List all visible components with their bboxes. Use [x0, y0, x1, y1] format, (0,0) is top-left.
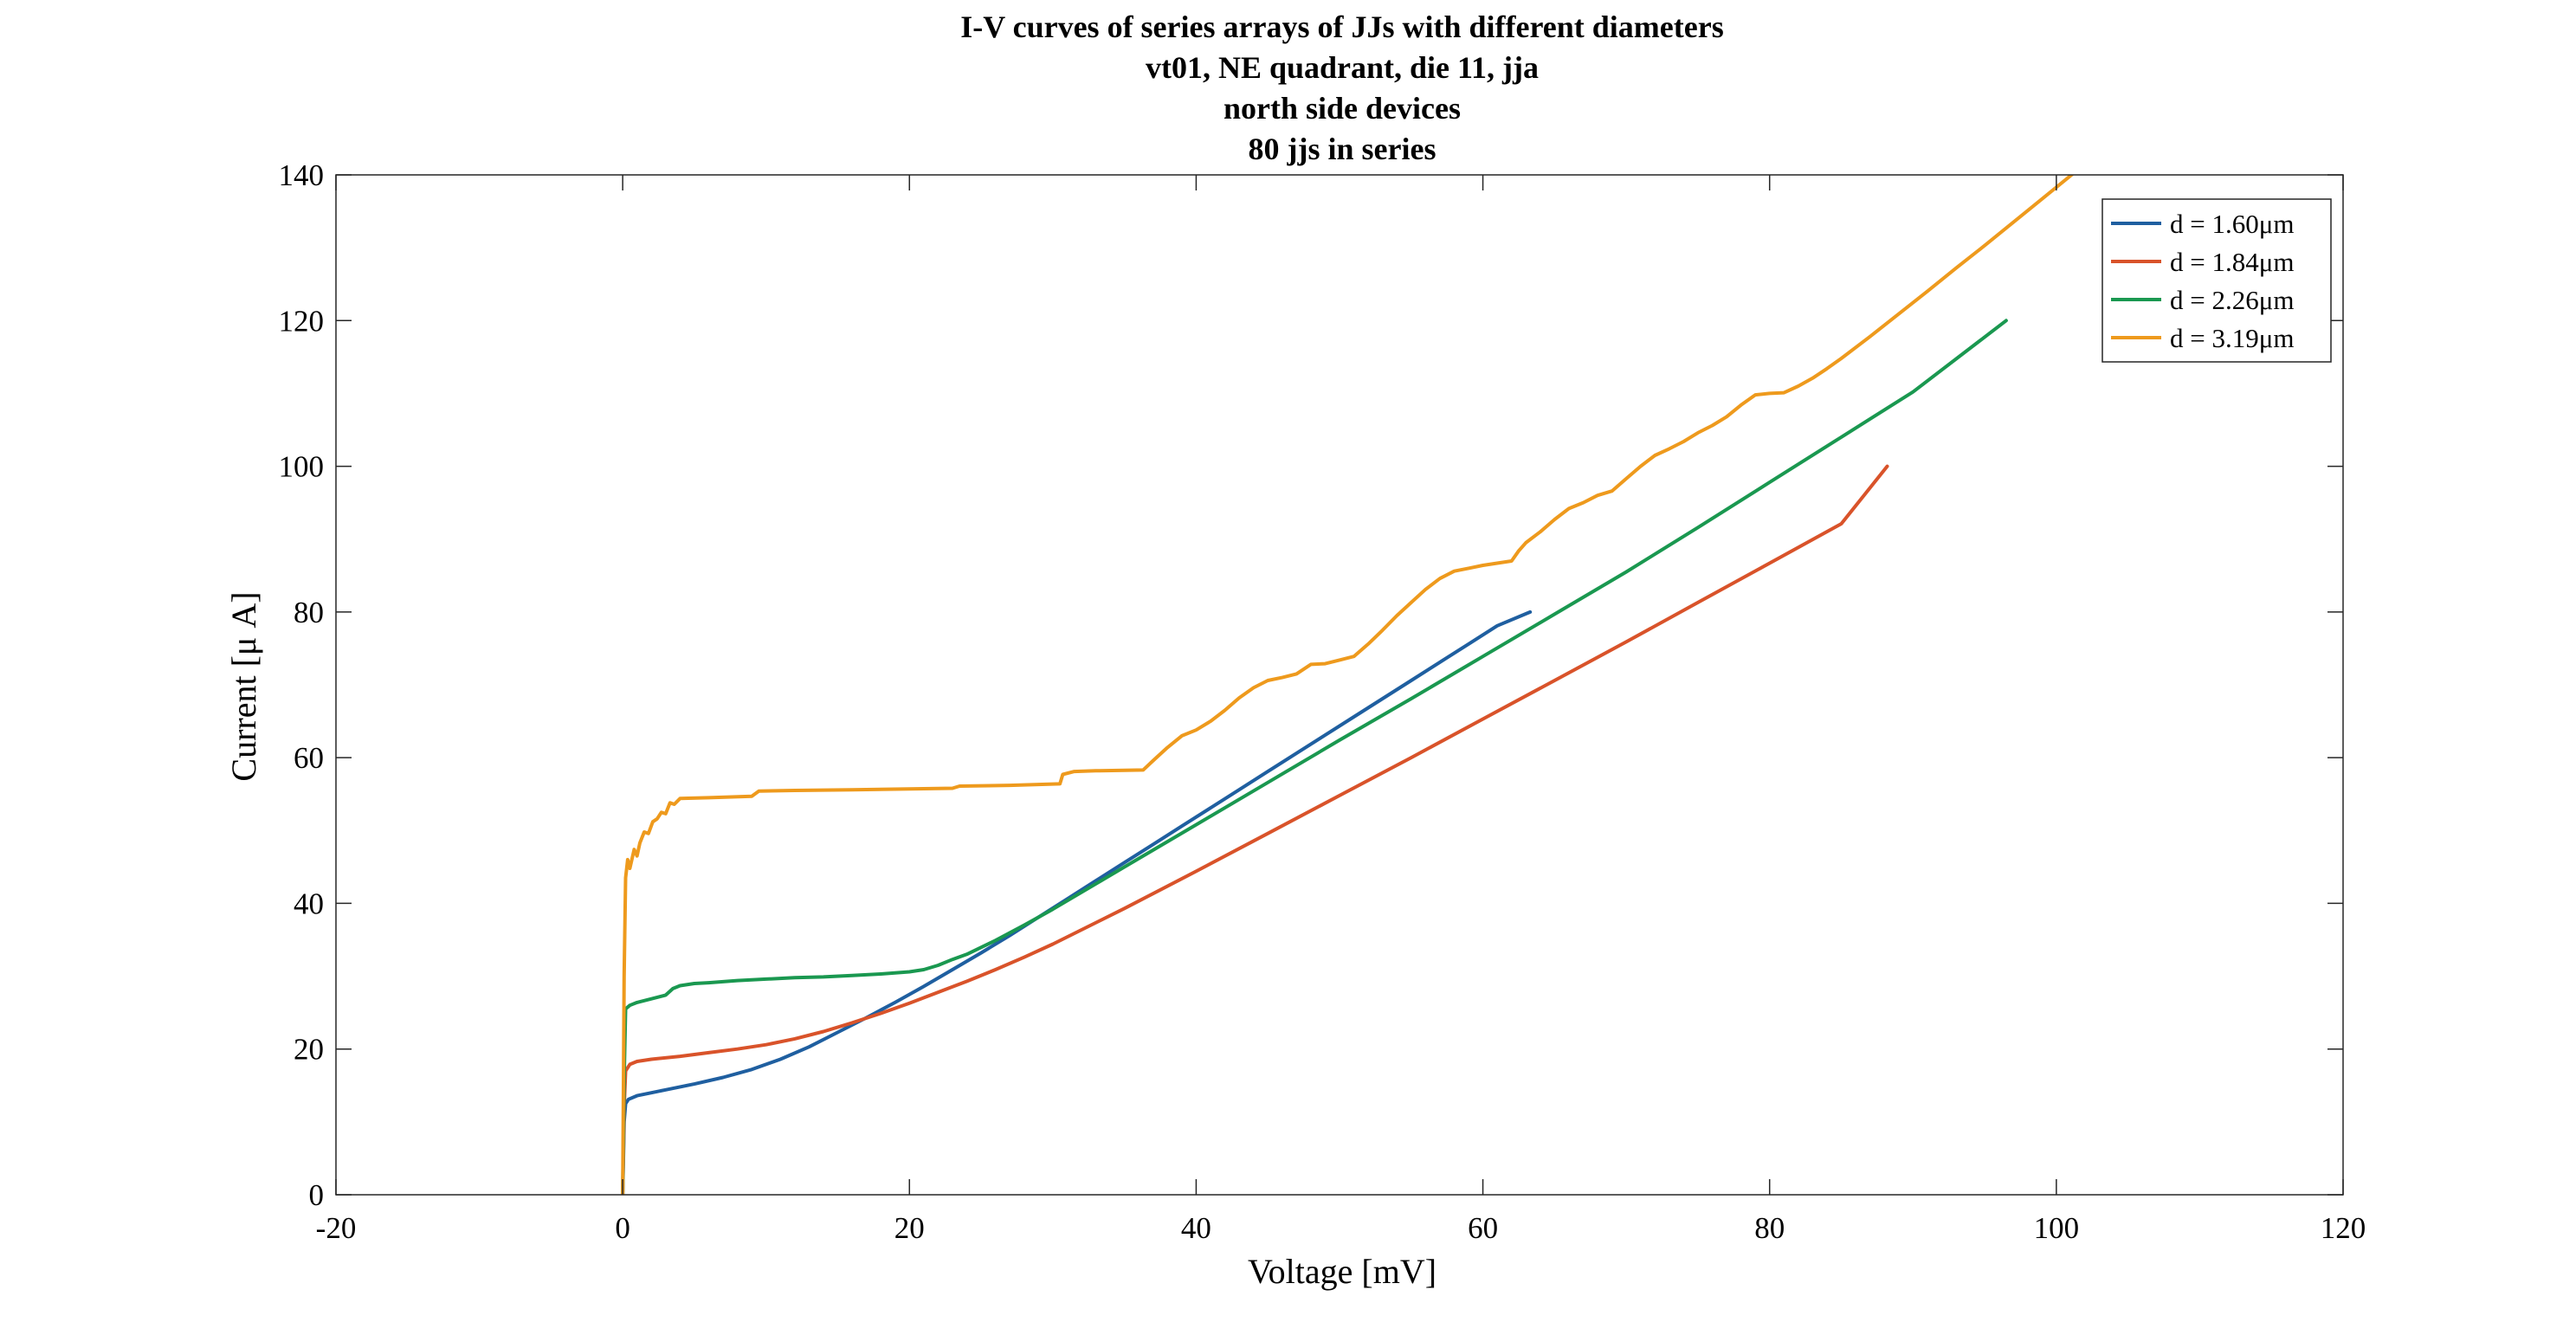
series-line-3 [621, 319, 2008, 1195]
y-tick-label: 120 [279, 304, 325, 338]
plot-lines [621, 175, 2075, 1195]
legend-entry: d = 1.84μm [2170, 247, 2294, 277]
y-tick-label: 140 [279, 158, 325, 192]
title-line-2: vt01, NE quadrant, die 11, jja [1146, 50, 1539, 85]
chart-title: I-V curves of series arrays of JJs with … [960, 10, 1723, 166]
x-tick-label: 40 [1181, 1211, 1211, 1245]
y-tick-label: 80 [294, 596, 324, 629]
title-line-1: I-V curves of series arrays of JJs with … [960, 10, 1723, 44]
title-line-3: north side devices [1223, 91, 1461, 126]
y-axis-label: Current [μ A] [224, 591, 263, 781]
legend-box [2101, 198, 2332, 363]
x-tick-label: 80 [1754, 1211, 1785, 1245]
legend: d = 1.60μm d = 1.84μm d = 2.26μm d = 3.19μm [2101, 198, 2332, 363]
title-line-4: 80 jjs in series [1249, 132, 1436, 166]
legend-entry: d = 2.26μm [2170, 285, 2294, 315]
x-tick-label: -20 [316, 1211, 357, 1245]
legend-entry: d = 3.19μm [2170, 323, 2294, 353]
series-line-4 [621, 175, 2075, 1195]
y-tick-label: 0 [309, 1178, 325, 1212]
x-tick-label: 120 [2321, 1211, 2366, 1245]
x-tick-label: 100 [2034, 1211, 2080, 1245]
legend-entry: d = 1.60μm [2170, 209, 2294, 239]
y-tick-label: 60 [294, 741, 324, 775]
x-tick-label: 0 [615, 1211, 630, 1245]
y-tick-label: 40 [294, 887, 324, 920]
x-tick-label: 60 [1468, 1211, 1498, 1245]
x-axis-label: Voltage [mV] [1248, 1252, 1436, 1291]
series-line-2 [621, 464, 1889, 1195]
y-tick-label: 100 [279, 450, 325, 484]
series-line-1 [621, 609, 1533, 1195]
y-tick-label: 20 [294, 1033, 324, 1067]
axes-box [335, 174, 2344, 1196]
x-tick-label: 20 [894, 1211, 925, 1245]
